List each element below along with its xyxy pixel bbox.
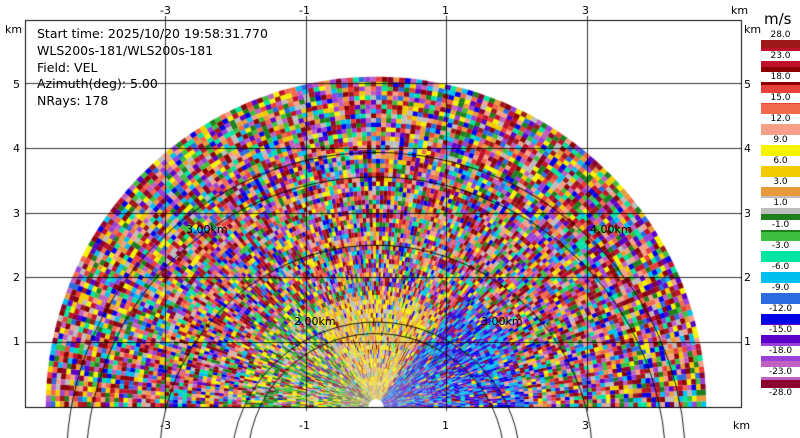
- field-text: Field: VEL: [37, 59, 98, 75]
- nrays-text: NRays: 178: [37, 93, 109, 109]
- unit-top-right: km: [731, 4, 749, 17]
- colorbar-label: -6.0: [761, 261, 800, 272]
- y-tick-left-3: 3: [13, 207, 20, 220]
- unit-bottom-right: km: [733, 419, 751, 432]
- y-tick-left-5: 5: [13, 78, 20, 91]
- y-tick-left-2: 2: [13, 271, 20, 284]
- colorbar-title: m/s: [764, 10, 792, 28]
- colorbar-label: -3.0: [761, 240, 800, 251]
- colorbar-label: 12.0: [761, 114, 800, 125]
- y-tick-right-4: 4: [744, 142, 751, 155]
- unit-left: km: [5, 23, 23, 36]
- ring-label-3km-left: 3.00km: [186, 223, 228, 236]
- y-tick-right-5: 5: [744, 78, 751, 91]
- y-tick-left-1: 1: [13, 335, 20, 348]
- ring-label-2km: 2.00km: [294, 315, 336, 328]
- colorbar-label: -1.0: [761, 219, 800, 230]
- colorbar-label: -9.0: [761, 282, 800, 293]
- y-tick-left-4: 4: [13, 142, 20, 155]
- x-tick-bottom-3: 1: [442, 419, 449, 432]
- x-tick-top-2: -1: [299, 4, 310, 17]
- y-tick-right-3: 3: [744, 207, 751, 220]
- azimuth-text: Azimuth(deg): 5.00: [37, 76, 158, 92]
- x-tick-top-4: 3: [582, 4, 589, 17]
- colorbar-label: 3.0: [761, 177, 800, 188]
- ring-label-3km-right: 3.00km: [481, 315, 523, 328]
- unit-right: km: [744, 23, 762, 36]
- start-time-text: Start time: 2025/10/20 19:58:31.770: [37, 26, 268, 41]
- colorbar-label: 15.0: [761, 93, 800, 104]
- colorbar-label: 28.0: [761, 30, 800, 40]
- colorbar-label: -15.0: [761, 324, 800, 335]
- colorbar: 28.0 23.0 18.0 15.0 12.0 9.0 6.0 3.0 1.0 -1.0 -3.0…: [761, 30, 800, 399]
- x-tick-bottom-4: 3: [582, 419, 589, 432]
- colorbar-label: 9.0: [761, 135, 800, 146]
- colorbar-label: 6.0: [761, 156, 800, 167]
- x-tick-top-1: -3: [160, 4, 171, 17]
- y-tick-right-2: 2: [744, 271, 751, 284]
- ring-label-4km: 4.00km: [590, 223, 632, 236]
- x-tick-bottom-1: -3: [160, 419, 171, 432]
- x-tick-bottom-2: -1: [299, 419, 310, 432]
- colorbar-label: -23.0: [761, 366, 800, 377]
- colorbar-label: -18.0: [761, 345, 800, 356]
- colorbar-label: -28.0: [761, 388, 800, 398]
- colorbar-label: 1.0: [761, 198, 800, 209]
- colorbar-label: -12.0: [761, 303, 800, 314]
- x-tick-top-3: 1: [442, 4, 449, 17]
- colorbar-label: 23.0: [761, 51, 800, 62]
- plot-info-block: Start time: 2025/10/20 19:58:31.770 WLS2…: [37, 26, 268, 110]
- y-tick-right-1: 1: [744, 335, 751, 348]
- instrument-text: WLS200s-181/WLS200s-181: [37, 42, 214, 58]
- colorbar-label: 18.0: [761, 72, 800, 83]
